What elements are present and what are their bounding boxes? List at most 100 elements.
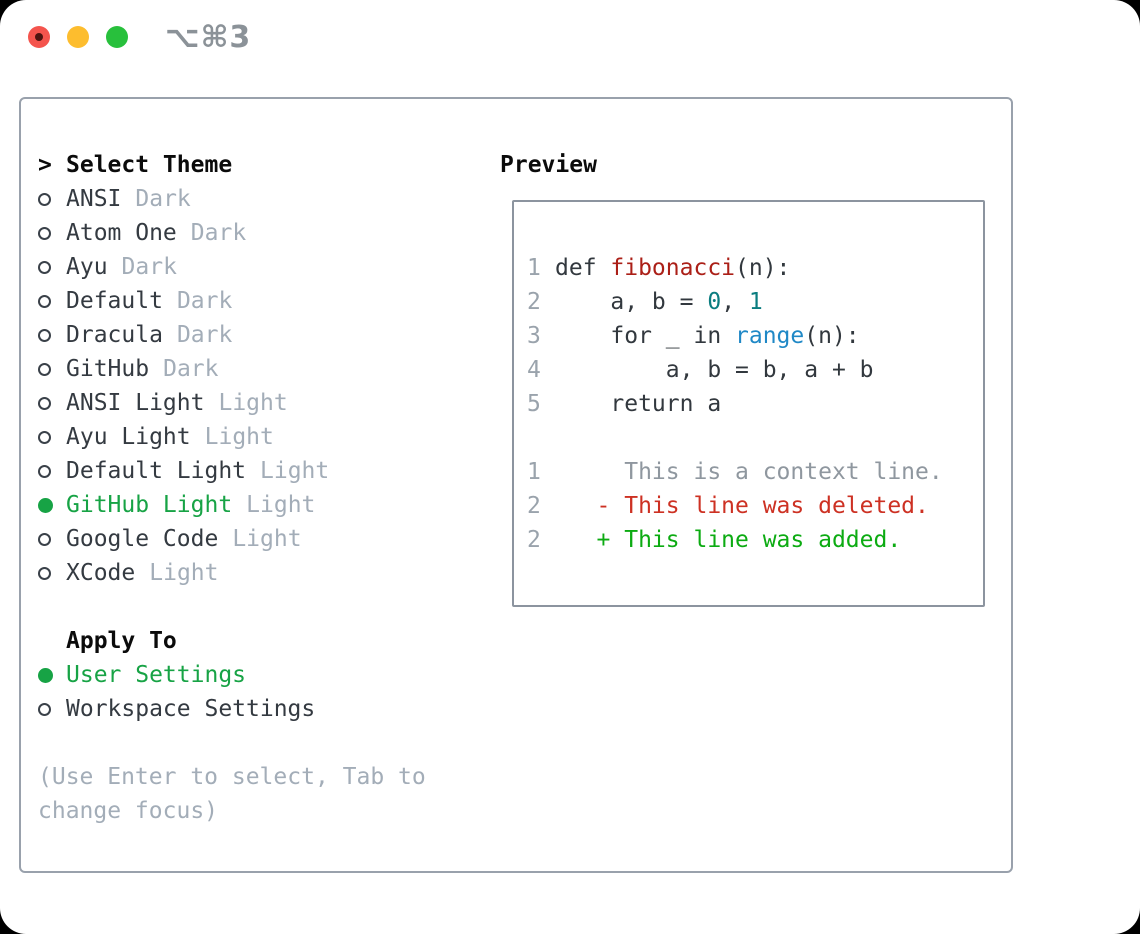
theme-option[interactable]: GitHub Light Light (38, 488, 478, 522)
radio-unselected-icon (38, 328, 51, 342)
code-token-plain: for _ in (555, 323, 736, 349)
line-number: 1 (527, 255, 541, 281)
window-title-shortcut: ⌥⌘3 (165, 20, 252, 55)
theme-option[interactable]: XCode Light (38, 556, 478, 590)
radio-unselected-icon (38, 260, 51, 274)
theme-variant-tag: Light (246, 492, 316, 518)
theme-variant-tag: Light (204, 424, 274, 450)
close-button[interactable] (28, 26, 50, 48)
code-line: 1 def fibonacci(n): (527, 251, 983, 285)
code-token-plain: (n): (735, 255, 791, 281)
code-token-number: 1 (748, 289, 763, 315)
line-number: 3 (527, 323, 541, 349)
line-number: 2 (527, 289, 541, 315)
prompt-icon: > (38, 152, 52, 178)
apply-to-header: Apply To (38, 624, 478, 658)
keyboard-hint: (Use Enter to select, Tab to change focu… (38, 764, 426, 824)
theme-option[interactable]: Ayu Dark (38, 250, 478, 284)
radio-unselected-icon (38, 464, 51, 478)
radio-cell (38, 294, 66, 308)
code-token-plain: , (721, 289, 749, 315)
theme-option-label: Dracula (66, 322, 163, 348)
radio-unselected-icon (38, 294, 51, 308)
radio-selected-icon (38, 497, 53, 513)
theme-option[interactable]: Dracula Dark (38, 318, 478, 352)
theme-option-label: XCode (66, 560, 136, 586)
radio-cell (38, 430, 66, 444)
theme-variant-tag: Dark (176, 322, 233, 348)
theme-option[interactable]: Atom One Dark (38, 216, 478, 250)
apply-to-list: User Settings Workspace Settings (38, 658, 478, 726)
theme-option-label: GitHub (66, 356, 150, 382)
theme-option[interactable]: ANSI Dark (38, 182, 478, 216)
code-line (527, 421, 983, 455)
theme-option[interactable]: Default Light Light (38, 454, 478, 488)
code-token-plain: return a (555, 391, 722, 417)
select-theme-title: Select Theme (66, 152, 233, 178)
theme-option[interactable]: GitHub Dark (38, 352, 478, 386)
theme-option-label: Default (66, 288, 163, 314)
theme-option-label: ANSI (66, 186, 122, 212)
theme-picker-panel: > Select Theme ANSI Dark Atom One Dark Ayu Da… (19, 97, 1013, 873)
titlebar: ⌥⌘3 (0, 0, 1140, 74)
code-token-builtin: range (735, 323, 805, 349)
theme-option-label: Ayu Light (66, 424, 191, 450)
select-theme-header: > Select Theme (38, 148, 478, 182)
preview-code-box: 1 def fibonacci(n): 2 a, b = 0, 1 3 for _ i… (512, 200, 985, 607)
radio-unselected-icon (38, 362, 51, 376)
apply-to-section: Apply To User Settings Workspace Settings (38, 624, 478, 726)
radio-selected-icon (38, 667, 53, 683)
radio-unselected-icon (38, 192, 51, 206)
code-token-plain: a, b = b, a + b (555, 357, 874, 383)
theme-option-label: GitHub Light (66, 492, 233, 518)
line-number: 2 (527, 527, 541, 553)
radio-cell (38, 260, 66, 274)
theme-variant-tag: Light (260, 458, 330, 484)
theme-variant-tag: Light (218, 390, 288, 416)
theme-option-label: Atom One (66, 220, 177, 246)
theme-variant-tag: Dark (163, 356, 219, 382)
radio-unselected-icon (38, 396, 51, 410)
zoom-button[interactable] (106, 26, 128, 48)
code-line: 5 return a (527, 387, 983, 421)
theme-variant-tag: Light (149, 560, 219, 586)
radio-cell (38, 702, 66, 716)
prompt-cell: > (38, 148, 66, 182)
code-line: 2 - This line was deleted. (527, 489, 983, 523)
radio-cell (38, 532, 66, 546)
apply-target-option[interactable]: Workspace Settings (38, 692, 478, 726)
code-line: 1 This is a context line. (527, 455, 983, 489)
apply-to-title: Apply To (66, 628, 177, 654)
line-number: 2 (527, 493, 541, 519)
theme-option[interactable]: Default Dark (38, 284, 478, 318)
radio-cell (38, 226, 66, 240)
code-token-plain: def (555, 255, 611, 281)
theme-option-label: ANSI Light (66, 390, 205, 416)
code-token-added: + This line was added. (555, 527, 902, 553)
code-token-func: fibonacci (610, 255, 736, 281)
code-line: 2 a, b = 0, 1 (527, 285, 983, 319)
code-line: 2 + This line was added. (527, 523, 983, 557)
theme-variant-tag: Dark (135, 186, 191, 212)
radio-cell (38, 497, 66, 513)
theme-column: > Select Theme ANSI Dark Atom One Dark Ayu Da… (38, 148, 478, 828)
apply-target-option[interactable]: User Settings (38, 658, 478, 692)
theme-option-label: Ayu (66, 254, 108, 280)
minimize-button[interactable] (67, 26, 89, 48)
close-icon (35, 33, 43, 41)
radio-cell (38, 566, 66, 580)
theme-option-label: Default Light (66, 458, 247, 484)
radio-unselected-icon (38, 566, 51, 580)
theme-option[interactable]: Ayu Light Light (38, 420, 478, 454)
radio-unselected-icon (38, 226, 51, 240)
apply-target-option-label: User Settings (66, 662, 247, 688)
radio-unselected-icon (38, 430, 51, 444)
theme-variant-tag: Light (232, 526, 302, 552)
radio-cell (38, 192, 66, 206)
line-number: 1 (527, 459, 541, 485)
theme-option[interactable]: ANSI Light Light (38, 386, 478, 420)
theme-option[interactable]: Google Code Light (38, 522, 478, 556)
theme-variant-tag: Dark (176, 288, 233, 314)
